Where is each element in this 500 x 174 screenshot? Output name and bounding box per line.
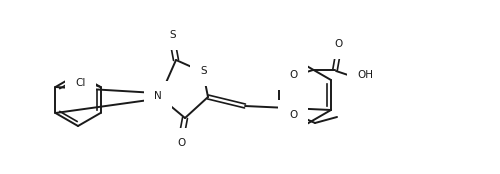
Text: Cl: Cl [76, 78, 86, 88]
Text: O: O [289, 110, 297, 120]
Text: O: O [178, 138, 186, 148]
Text: S: S [170, 30, 176, 40]
Text: O: O [289, 70, 297, 80]
Text: S: S [200, 66, 207, 76]
Text: N: N [154, 91, 162, 101]
Text: OH: OH [357, 70, 373, 80]
Text: O: O [334, 39, 342, 49]
